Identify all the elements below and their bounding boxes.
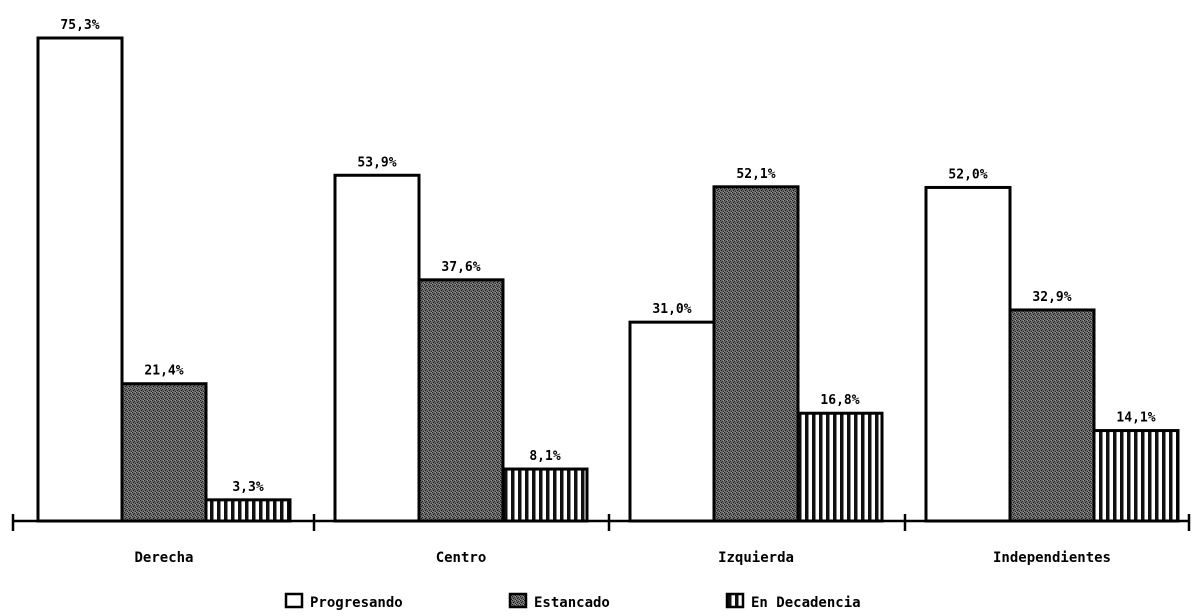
- legend-swatch-estancado: [508, 592, 528, 609]
- value-label: 8,1%: [529, 449, 560, 464]
- legend-label-en-decadencia: En Decadencia: [751, 595, 861, 611]
- bar-centro-en-decadencia: [501, 467, 589, 523]
- value-label: 21,4%: [144, 364, 183, 379]
- value-label: 37,6%: [441, 260, 480, 275]
- value-label: 52,0%: [948, 167, 987, 182]
- category-label: Izquierda: [718, 550, 794, 566]
- value-labels-layer: 75,3% 21,4% 3,3% 53,9% 37,6% 8,1% 31,0% 52,1% 16…: [60, 18, 1155, 495]
- bar-derecha-estancado: [120, 382, 208, 523]
- category-label: Derecha: [134, 550, 193, 566]
- value-label: 14,1%: [1116, 411, 1155, 426]
- bar-derecha-en-decadencia: [204, 498, 292, 523]
- category-label: Independientes: [993, 550, 1111, 566]
- legend-swatch-progresando: [284, 592, 304, 609]
- category-label: Centro: [436, 550, 487, 566]
- legend-label-estancado: Estancado: [534, 595, 610, 611]
- legend-label-progresando: Progresando: [310, 595, 403, 611]
- value-label: 75,3%: [60, 18, 99, 33]
- bar-independientes-en-decadencia: [1092, 429, 1180, 523]
- bar-centro-progresando: [333, 173, 421, 523]
- value-label: 31,0%: [652, 302, 691, 317]
- value-label: 53,9%: [357, 155, 396, 170]
- value-label: 52,1%: [736, 167, 775, 182]
- bar-centro-estancado: [417, 278, 505, 523]
- bar-izquierda-progresando: [628, 320, 716, 523]
- bar-izquierda-en-decadencia: [796, 411, 884, 523]
- value-label: 32,9%: [1032, 290, 1071, 305]
- value-label: 3,3%: [232, 480, 263, 495]
- bar-izquierda-estancado: [712, 185, 800, 523]
- legend-swatch-en-decadencia: [725, 592, 745, 609]
- value-label: 16,8%: [820, 393, 859, 408]
- legend: Progresando Estancado En Decadencia: [284, 592, 861, 611]
- x-axis: Derecha Centro Izquierda Independientes: [11, 514, 1191, 566]
- bars-layer: [36, 36, 1180, 523]
- bar-independientes-progresando: [924, 185, 1012, 523]
- bar-independientes-estancado: [1008, 308, 1096, 523]
- bar-derecha-progresando: [36, 36, 124, 523]
